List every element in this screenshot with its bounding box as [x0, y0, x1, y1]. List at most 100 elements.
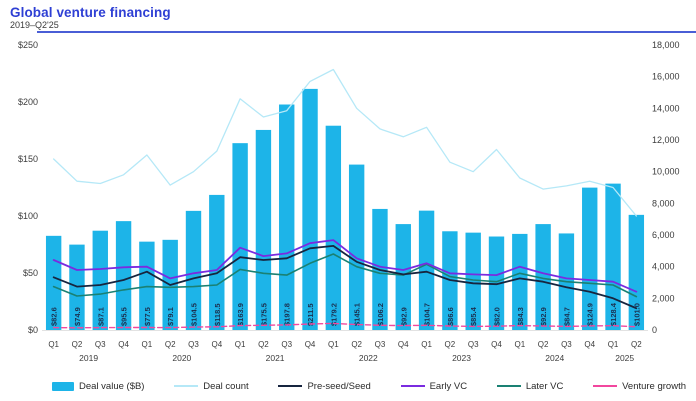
bar-value-label: $87.1	[96, 307, 105, 326]
quarter-tick-label: Q1	[608, 340, 619, 349]
deal-value-bar	[418, 210, 435, 330]
quarter-tick-label: Q1	[142, 340, 153, 349]
deal-value-bar	[512, 233, 528, 330]
quarter-tick-label: Q4	[305, 340, 316, 349]
quarter-tick-label: Q2	[165, 340, 176, 349]
legend-label: Deal count	[203, 380, 249, 392]
right-axis-tick: 10,000	[652, 167, 680, 177]
quarter-tick-label: Q4	[491, 340, 502, 349]
bar-value-label: $175.5	[259, 303, 268, 326]
legend-item: Venture growth	[593, 381, 686, 392]
deal-value-bar	[302, 88, 318, 330]
quarter-tick-label: Q2	[445, 340, 456, 349]
quarter-tick-label: Q2	[631, 340, 642, 349]
legend-label: Early VC	[429, 380, 468, 392]
right-axis-tick: 18,000	[652, 40, 680, 50]
bar-value-label: $179.2	[329, 303, 338, 326]
quarter-tick-label: Q2	[258, 340, 269, 349]
deal-value-bar	[395, 224, 411, 330]
quarter-tick-label: Q4	[118, 340, 129, 349]
quarter-tick-label: Q1	[48, 340, 59, 349]
year-label: 2024	[545, 353, 564, 363]
legend-swatch-line	[174, 384, 199, 388]
bar-value-label: $118.5	[213, 303, 222, 326]
later-vc-line	[52, 253, 638, 298]
legend-label: Deal value ($B)	[79, 380, 145, 392]
quarter-tick-label: Q3	[281, 340, 292, 349]
legend-label: Later VC	[525, 380, 564, 392]
bar-value-label: $85.4	[469, 306, 478, 326]
quarter-tick-label: Q4	[211, 340, 222, 349]
deal-value-bar	[348, 164, 365, 330]
deal-value-bar	[209, 194, 225, 330]
left-axis-tick: $100	[18, 211, 38, 221]
deal-value-bar	[325, 125, 342, 330]
deal-value-bar	[488, 236, 505, 330]
bar-value-label: $145.1	[353, 303, 362, 326]
deal-count-line	[53, 68, 637, 217]
year-label: 2020	[172, 353, 191, 363]
legend-swatch-line	[593, 384, 618, 388]
bar-value-label: $79.1	[166, 307, 175, 326]
year-label: 2023	[452, 353, 471, 363]
chart-title: Global venture financing	[10, 5, 171, 20]
right-axis-tick: 0	[652, 325, 657, 335]
quarter-tick-label: Q4	[398, 340, 409, 349]
legend-item: Early VC	[400, 380, 468, 392]
deal-value-bar	[582, 187, 598, 330]
bar-value-label: $86.6	[446, 307, 455, 326]
year-label: 2022	[359, 353, 378, 363]
pre-seed-seed-line	[52, 244, 638, 310]
left-axis-tick: $150	[18, 154, 38, 164]
header-rule	[37, 31, 696, 33]
bar-value-label: $163.9	[236, 303, 245, 326]
left-axis-tick: $50	[23, 268, 38, 278]
year-label: 2025	[615, 353, 634, 363]
deal-value-bar	[232, 143, 248, 330]
bar-value-label: $84.7	[562, 307, 571, 326]
deal-value-bar	[628, 214, 645, 330]
left-axis-tick: $250	[18, 40, 38, 50]
quarter-tick-label: Q1	[421, 340, 432, 349]
legend-label: Pre-seed/Seed	[307, 380, 371, 392]
bar-value-label: $92.9	[539, 307, 548, 326]
left-axis-tick: $0	[28, 325, 38, 335]
deal-value-bar	[279, 104, 295, 331]
bar-value-label: $92.9	[399, 307, 408, 326]
left-axis-tick: $200	[18, 97, 38, 107]
bar-value-label: $84.3	[516, 307, 525, 326]
deal-value-bar	[92, 230, 108, 330]
quarter-tick-label: Q3	[95, 340, 106, 349]
chart-subtitle: 2019–Q2'25	[10, 20, 59, 30]
legend-swatch-line	[496, 384, 521, 388]
bar-value-label: $211.5	[306, 303, 315, 326]
bar-value-label: $95.5	[120, 307, 129, 326]
right-axis-tick: 8,000	[652, 198, 675, 208]
right-axis-tick: 12,000	[652, 135, 680, 145]
deal-value-bar	[465, 232, 481, 330]
deal-value-bar	[535, 224, 551, 330]
deal-value-bar	[185, 210, 202, 330]
right-axis-tick: 14,000	[652, 103, 680, 113]
legend-item: Deal value ($B)	[52, 381, 144, 392]
bar-value-label: $82.0	[493, 307, 502, 326]
bar-value-label: $197.8	[283, 303, 292, 326]
legend-item: Later VC	[496, 380, 564, 392]
bar-value-label: $106.2	[376, 303, 385, 326]
quarter-tick-label: Q4	[584, 340, 595, 349]
legend-label: Venture growth	[622, 380, 686, 392]
bar-value-label: $74.9	[73, 307, 82, 326]
deal-value-bar	[255, 129, 272, 330]
bar-value-label: $101.0	[632, 303, 641, 326]
right-axis-tick: 16,000	[652, 72, 680, 82]
quarter-tick-label: Q1	[514, 340, 525, 349]
quarter-tick-label: Q3	[375, 340, 386, 349]
quarter-tick-label: Q2	[72, 340, 83, 349]
legend-swatch-line	[278, 384, 303, 388]
bar-value-label: $104.7	[423, 303, 432, 326]
quarter-tick-label: Q3	[561, 340, 572, 349]
deal-value-bar	[605, 183, 621, 330]
quarter-tick-label: Q2	[538, 340, 549, 349]
bar-value-label: $77.5	[143, 307, 152, 326]
